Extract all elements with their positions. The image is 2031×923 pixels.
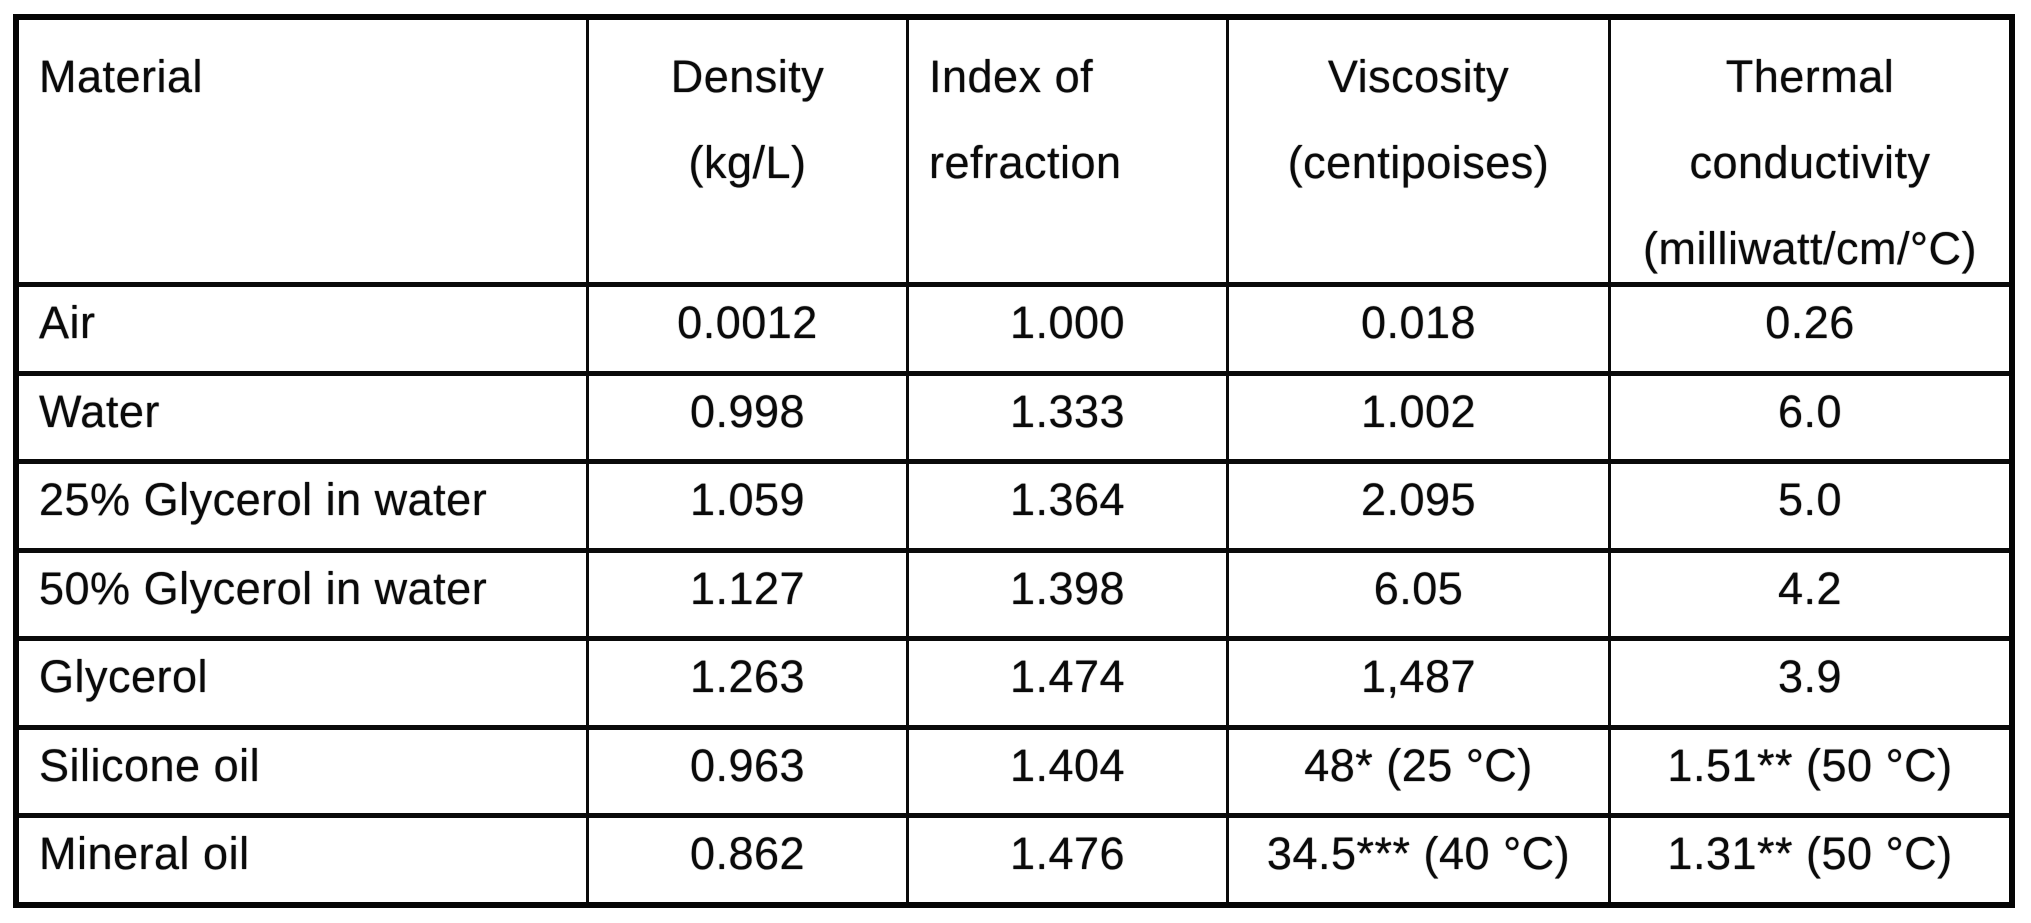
cell-viscosity: 6.05 (1226, 547, 1608, 637)
cell-density: 0.862 (586, 813, 906, 902)
cell-index-of-refraction: 1.398 (906, 547, 1226, 637)
header-line: conductivity (1689, 137, 1931, 188)
cell-index-of-refraction: 1.404 (906, 724, 1226, 814)
cell-material: Water (19, 370, 586, 460)
cell-index-of-refraction: 1.000 (906, 282, 1226, 371)
cell-material: Air (19, 282, 586, 371)
cell-viscosity: 1.002 (1226, 370, 1608, 460)
column-header-thermal-conductivity: Thermal conductivity (milliwatt/cm/°C) (1608, 20, 2009, 282)
header-line: (kg/L) (688, 137, 807, 188)
cell-density: 1.059 (586, 459, 906, 548)
cell-index-of-refraction: 1.474 (906, 636, 1226, 725)
cell-thermal-conductivity: 5.0 (1608, 459, 2009, 548)
cell-index-of-refraction: 1.476 (906, 813, 1226, 902)
column-header-material: Material (19, 20, 586, 282)
column-header-density: Density (kg/L) (586, 20, 906, 282)
cell-viscosity: 0.018 (1226, 282, 1608, 371)
cell-thermal-conductivity: 3.9 (1608, 636, 2009, 725)
cell-density: 0.998 (586, 370, 906, 460)
cell-thermal-conductivity: 4.2 (1608, 547, 2009, 637)
column-header-viscosity: Viscosity (centipoises) (1226, 20, 1608, 282)
cell-density: 1.263 (586, 636, 906, 725)
cell-material: Silicone oil (19, 724, 586, 814)
header-line: (centipoises) (1287, 137, 1550, 188)
cell-material: 50% Glycerol in water (19, 547, 586, 637)
header-line: Density (670, 51, 825, 102)
cell-index-of-refraction: 1.364 (906, 459, 1226, 548)
header-line: (milliwatt/cm/°C) (1643, 223, 1977, 274)
header-line: Material (39, 51, 204, 102)
cell-index-of-refraction: 1.333 (906, 370, 1226, 460)
cell-thermal-conductivity: 6.0 (1608, 370, 2009, 460)
cell-viscosity: 1,487 (1226, 636, 1608, 725)
cell-viscosity: 2.095 (1226, 459, 1608, 548)
header-line: Thermal (1725, 51, 1895, 102)
cell-thermal-conductivity: 1.31** (50 °C) (1608, 813, 2009, 902)
cell-material: 25% Glycerol in water (19, 459, 586, 548)
material-properties-table: Material Density (kg/L) Index of refract… (13, 14, 2015, 908)
header-line: Viscosity (1327, 51, 1510, 102)
cell-material: Glycerol (19, 636, 586, 725)
header-line: Index of (929, 51, 1094, 102)
cell-thermal-conductivity: 0.26 (1608, 282, 2009, 371)
cell-density: 0.0012 (586, 282, 906, 371)
cell-viscosity: 48* (25 °C) (1226, 724, 1608, 814)
cell-density: 1.127 (586, 547, 906, 637)
header-line: refraction (929, 137, 1122, 188)
cell-viscosity: 34.5*** (40 °C) (1226, 813, 1608, 902)
cell-material: Mineral oil (19, 813, 586, 902)
cell-thermal-conductivity: 1.51** (50 °C) (1608, 724, 2009, 814)
cell-density: 0.963 (586, 724, 906, 814)
column-header-index-of-refraction: Index of refraction (906, 20, 1226, 282)
